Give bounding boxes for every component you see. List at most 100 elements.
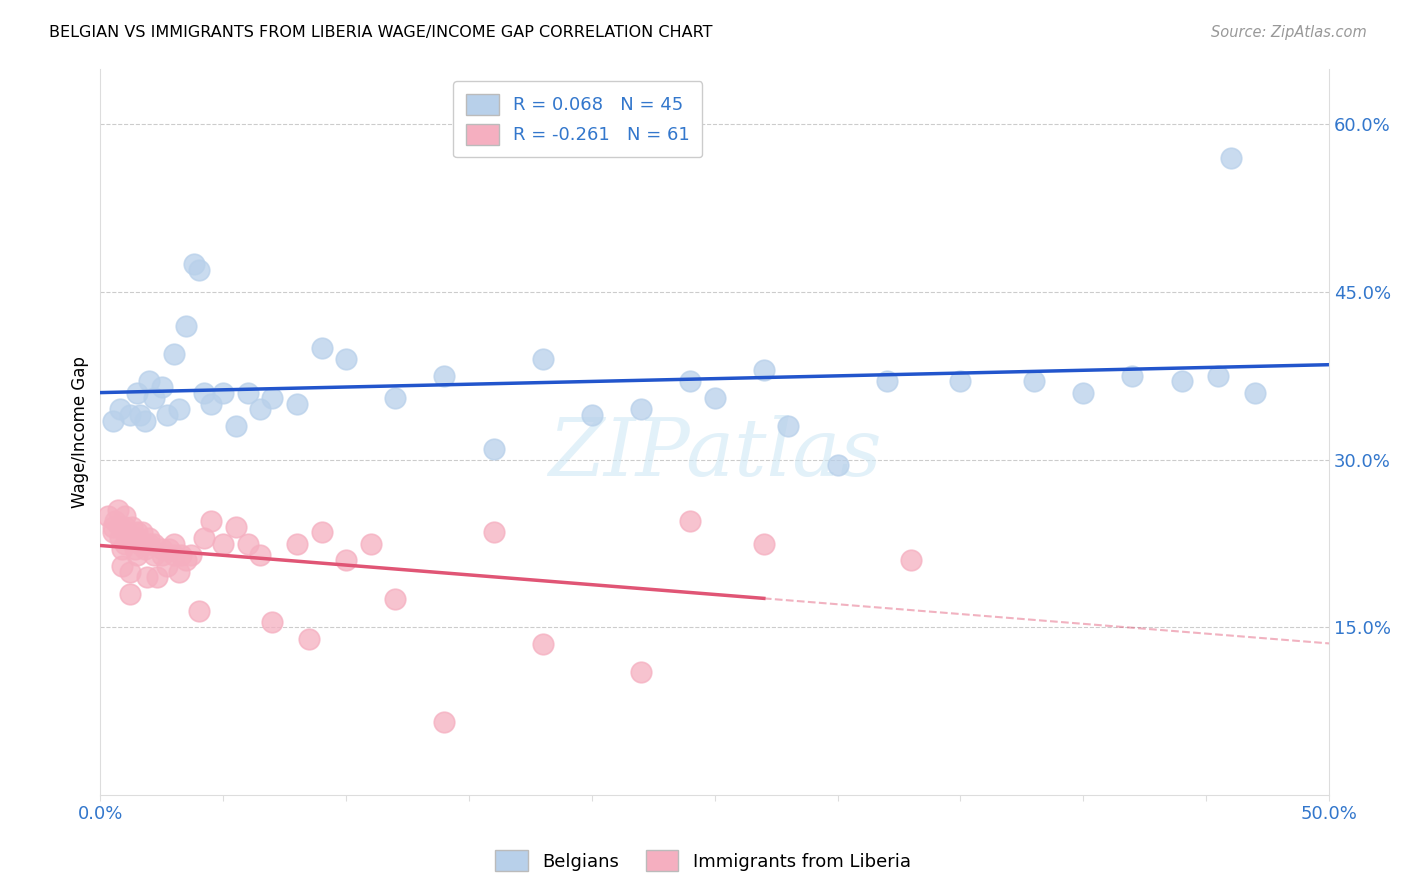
Point — [138, 375, 160, 389]
Point — [138, 531, 160, 545]
Legend: Belgians, Immigrants from Liberia: Belgians, Immigrants from Liberia — [488, 843, 918, 879]
Point — [150, 548, 173, 562]
Point — [138, 536, 160, 550]
Point — [1208, 368, 1230, 383]
Point — [1219, 151, 1241, 165]
Point — [703, 391, 725, 405]
Point — [121, 531, 143, 545]
Point — [1170, 375, 1192, 389]
Point — [118, 565, 141, 579]
Point — [163, 346, 186, 360]
Point — [433, 368, 456, 383]
Point — [311, 525, 333, 540]
Point — [176, 553, 198, 567]
Point — [531, 352, 554, 367]
Point — [482, 442, 505, 456]
Point — [187, 262, 209, 277]
Point — [1244, 385, 1267, 400]
Point — [335, 352, 357, 367]
Point — [384, 391, 406, 405]
Point — [134, 414, 156, 428]
Point — [200, 397, 222, 411]
Point — [114, 520, 136, 534]
Point — [200, 514, 222, 528]
Point — [128, 408, 150, 422]
Point — [298, 632, 321, 646]
Point — [311, 341, 333, 355]
Point — [752, 536, 775, 550]
Point — [360, 536, 382, 550]
Point — [752, 363, 775, 377]
Point — [170, 548, 193, 562]
Point — [827, 458, 849, 473]
Point — [156, 558, 179, 573]
Point — [876, 375, 898, 389]
Point — [127, 548, 149, 562]
Point — [236, 536, 259, 550]
Point — [187, 604, 209, 618]
Point — [107, 503, 129, 517]
Text: Source: ZipAtlas.com: Source: ZipAtlas.com — [1211, 25, 1367, 40]
Point — [163, 536, 186, 550]
Point — [163, 548, 186, 562]
Text: ZIPatlas: ZIPatlas — [548, 415, 882, 492]
Point — [630, 665, 652, 679]
Point — [249, 402, 271, 417]
Point — [128, 536, 150, 550]
Point — [335, 553, 357, 567]
Point — [104, 514, 127, 528]
Point — [143, 536, 166, 550]
Point — [285, 536, 308, 550]
Point — [114, 508, 136, 523]
Point — [262, 391, 284, 405]
Point — [108, 402, 131, 417]
Point — [1121, 368, 1143, 383]
Point — [97, 508, 120, 523]
Point — [285, 397, 308, 411]
Point — [124, 542, 146, 557]
Legend: R = 0.068   N = 45, R = -0.261   N = 61: R = 0.068 N = 45, R = -0.261 N = 61 — [453, 81, 703, 157]
Point — [949, 375, 972, 389]
Point — [482, 525, 505, 540]
Point — [134, 536, 156, 550]
Point — [131, 525, 153, 540]
Point — [101, 525, 124, 540]
Point — [143, 548, 166, 562]
Point — [183, 257, 205, 271]
Point — [127, 385, 149, 400]
Point — [433, 715, 456, 730]
Point — [384, 592, 406, 607]
Point — [150, 542, 173, 557]
Point — [679, 514, 702, 528]
Point — [167, 565, 190, 579]
Point — [1071, 385, 1094, 400]
Point — [108, 520, 131, 534]
Point — [127, 525, 149, 540]
Point — [146, 570, 169, 584]
Point — [127, 531, 149, 545]
Point — [193, 531, 215, 545]
Point — [262, 615, 284, 629]
Point — [176, 318, 198, 333]
Point — [236, 385, 259, 400]
Point — [118, 587, 141, 601]
Point — [224, 520, 246, 534]
Point — [101, 520, 124, 534]
Point — [111, 542, 134, 557]
Point — [679, 375, 702, 389]
Text: BELGIAN VS IMMIGRANTS FROM LIBERIA WAGE/INCOME GAP CORRELATION CHART: BELGIAN VS IMMIGRANTS FROM LIBERIA WAGE/… — [49, 25, 713, 40]
Point — [118, 408, 141, 422]
Point — [121, 520, 143, 534]
Point — [114, 536, 136, 550]
Point — [212, 536, 235, 550]
Point — [1024, 375, 1046, 389]
Point — [143, 391, 166, 405]
Point — [101, 414, 124, 428]
Point — [136, 570, 159, 584]
Point — [630, 402, 652, 417]
Point — [134, 542, 156, 557]
Y-axis label: Wage/Income Gap: Wage/Income Gap — [72, 356, 89, 508]
Point — [224, 419, 246, 434]
Point — [150, 380, 173, 394]
Point — [157, 542, 180, 557]
